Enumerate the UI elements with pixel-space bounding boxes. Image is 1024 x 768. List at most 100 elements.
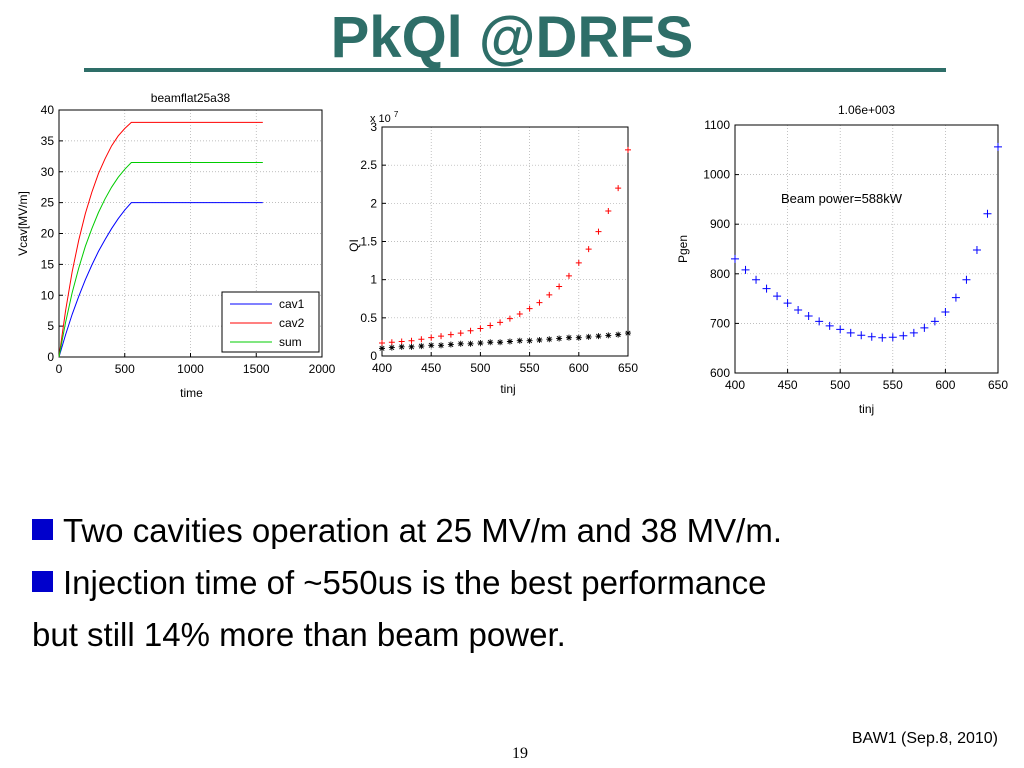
- data-point-plus: [867, 332, 876, 341]
- data-point-plus: [983, 209, 992, 218]
- x-tick-label: 0: [56, 362, 63, 376]
- series-line-cav2: [58, 121, 263, 358]
- data-point-star: [447, 341, 454, 348]
- x-tick-label: 550: [883, 378, 903, 392]
- data-point-plus: [585, 246, 592, 253]
- y-tick-label: 40: [41, 103, 55, 117]
- data-point-plus: [398, 338, 405, 345]
- beam-power-annotation: Beam power=588kW: [781, 191, 903, 206]
- data-point-plus: [565, 272, 572, 279]
- data-point-plus: [615, 185, 622, 192]
- data-point-plus: [467, 327, 474, 334]
- data-point-star: [428, 342, 435, 349]
- x-axis-label: tinj: [859, 402, 874, 416]
- data-point-plus: [878, 333, 887, 342]
- data-point-plus: [428, 334, 435, 341]
- data-point-plus: [762, 284, 771, 293]
- series-line-cav1: [58, 202, 263, 358]
- data-point-star: [457, 340, 464, 347]
- data-point-plus: [972, 245, 981, 254]
- title-underline: [84, 68, 946, 72]
- page-number: 19: [512, 745, 528, 762]
- data-point-star: [575, 334, 582, 341]
- bullet-continuation: but still 14% more than beam power.: [32, 609, 992, 661]
- y-tick-label: 30: [41, 165, 55, 179]
- data-point-plus: [941, 307, 950, 316]
- data-point-plus: [909, 328, 918, 337]
- data-point-plus: [497, 319, 504, 326]
- y-tick-label: 600: [710, 366, 730, 380]
- x-tick-label: 500: [830, 378, 850, 392]
- data-point-star: [438, 342, 445, 349]
- data-point-star: [556, 335, 563, 342]
- exponent-power: 7: [394, 110, 399, 119]
- y-tick-label: 10: [41, 288, 55, 302]
- y-tick-label: 2: [370, 196, 377, 210]
- data-point-plus: [899, 331, 908, 340]
- data-point-star: [546, 336, 553, 343]
- data-point-plus: [930, 317, 939, 326]
- x-tick-label: 500: [470, 361, 490, 375]
- data-point-plus: [457, 330, 464, 337]
- data-point-star: [506, 338, 513, 345]
- chart-title: 1.06e+003: [838, 103, 895, 117]
- data-point-plus: [388, 339, 395, 346]
- data-point-plus: [920, 323, 929, 332]
- data-point-star: [585, 333, 592, 340]
- y-tick-label: 700: [710, 316, 730, 330]
- data-point-star: [398, 343, 405, 350]
- x-axis-label: tinj: [500, 382, 515, 396]
- bullet-text: Two cavities operation at 25 MV/m and 38…: [63, 512, 782, 549]
- data-point-plus: [815, 317, 824, 326]
- data-point-plus: [804, 311, 813, 320]
- y-tick-label: 900: [710, 217, 730, 231]
- data-point-plus: [783, 299, 792, 308]
- data-point-plus: [418, 336, 425, 343]
- data-point-star: [536, 336, 543, 343]
- y-tick-label: 0.5: [360, 311, 377, 325]
- data-point-plus: [516, 311, 523, 318]
- plot-background: [735, 125, 998, 373]
- x-tick-label: 1500: [243, 362, 270, 376]
- data-point-plus: [477, 325, 484, 332]
- y-tick-label: 5: [47, 319, 54, 333]
- y-tick-label: 15: [41, 257, 55, 271]
- data-point-plus: [773, 292, 782, 301]
- exponent-label: x 10 7: [370, 110, 399, 125]
- y-tick-label: 0: [47, 350, 54, 364]
- chart-3: 400 450 500 550 600 650 600 700 800 900 1000 1100 1.…: [676, 103, 1008, 416]
- legend-box: [221, 291, 320, 353]
- y-tick-label: 3: [370, 120, 377, 134]
- x-tick-label: 450: [421, 361, 441, 375]
- bullet-text: but still 14% more than beam power.: [32, 616, 566, 653]
- legend-label: cav2: [279, 316, 305, 330]
- square-bullet-icon: [32, 519, 53, 540]
- y-tick-label: 35: [41, 134, 55, 148]
- chart-title: beamflat25a38: [151, 91, 231, 105]
- y-tick-label: 1: [370, 273, 377, 287]
- data-point-plus: [825, 321, 834, 330]
- data-point-plus: [731, 254, 739, 263]
- square-bullet-icon: [32, 571, 53, 592]
- data-point-plus: [536, 299, 543, 306]
- footer-note: BAW1 (Sep.8, 2010): [851, 730, 998, 747]
- data-point-plus: [408, 337, 415, 344]
- data-point-plus: [379, 340, 385, 347]
- data-point-star: [497, 339, 504, 346]
- data-point-star: [516, 337, 523, 344]
- x-tick-label: 1000: [177, 362, 204, 376]
- data-point-plus: [526, 305, 533, 312]
- x-tick-label: 450: [778, 378, 798, 392]
- x-tick-label: 650: [618, 361, 638, 375]
- y-tick-label: 800: [710, 267, 730, 281]
- x-tick-label: 2000: [309, 362, 336, 376]
- data-point-plus: [595, 228, 602, 235]
- data-point-star: [595, 333, 602, 340]
- data-point-plus: [962, 275, 971, 284]
- chart-1: 0 500 1000 1500 2000 0 5 10 15 20 25 30 35 40 beamflat…: [16, 91, 336, 400]
- y-axis-label: Vcav[MV/m]: [16, 191, 30, 256]
- y-tick-label: 1.5: [360, 235, 377, 249]
- x-tick-label: 550: [520, 361, 540, 375]
- data-point-star: [605, 332, 612, 339]
- y-tick-label: 0: [370, 349, 377, 363]
